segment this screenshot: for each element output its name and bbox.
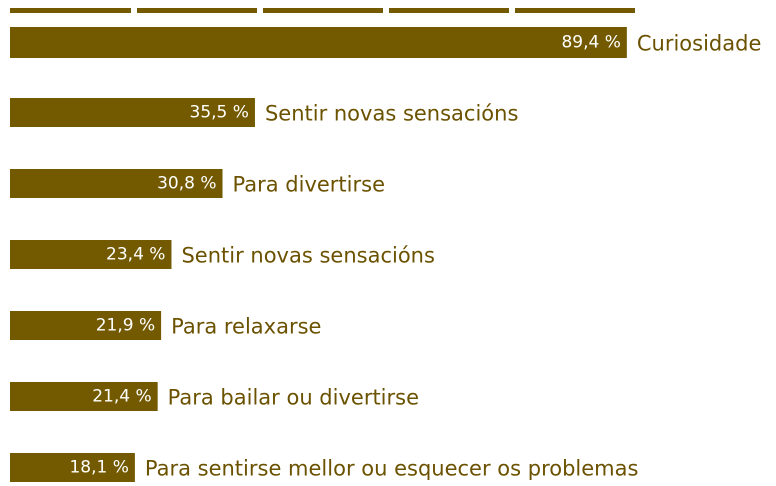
value-label: 89,4 % xyxy=(561,33,620,53)
rule-segment xyxy=(515,8,635,13)
rule-segment xyxy=(10,8,131,13)
value-label: 18,1 % xyxy=(69,458,128,478)
bar xyxy=(10,169,223,198)
bar xyxy=(10,382,158,411)
rule-segment xyxy=(389,8,509,13)
value-label: 21,9 % xyxy=(96,316,155,336)
value-label: 21,4 % xyxy=(92,387,151,407)
bar xyxy=(10,98,255,127)
category-label: Para sentirse mellor ou esquecer os prob… xyxy=(145,457,639,481)
value-label: 30,8 % xyxy=(157,174,216,194)
rule-segment xyxy=(263,8,383,13)
bar xyxy=(10,27,627,58)
bar xyxy=(10,311,162,340)
rule-segment xyxy=(137,8,257,13)
top-rule xyxy=(10,8,635,13)
category-label: Para bailar ou divertirse xyxy=(168,386,419,410)
category-label: Curiosidade xyxy=(637,32,762,56)
category-label: Para relaxarse xyxy=(171,315,321,339)
value-label: 23,4 % xyxy=(106,245,165,265)
category-label: Para divertirse xyxy=(233,173,385,197)
bar xyxy=(10,453,135,482)
category-label: Sentir novas sensacións xyxy=(265,102,518,126)
bar xyxy=(10,240,172,269)
category-label: Sentir novas sensacións xyxy=(181,244,434,268)
value-label: 35,5 % xyxy=(190,103,249,123)
